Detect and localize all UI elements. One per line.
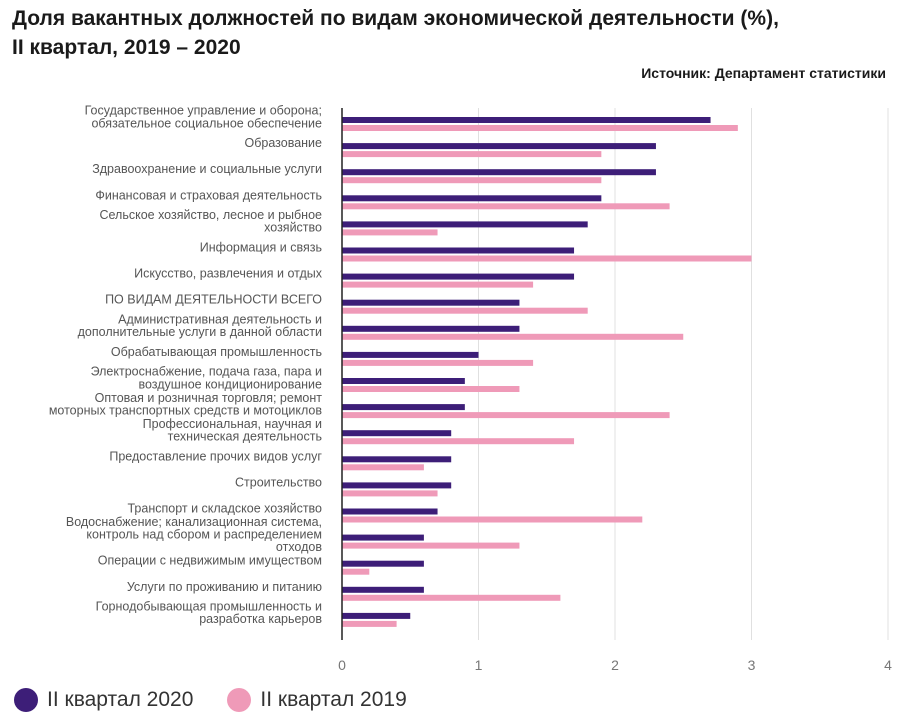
bar-2019-12 [342,438,575,445]
category-label-11: Оптовая и розничная торговля; ремонт мото… [49,391,323,418]
category-label-13: Предоставление прочих видов услуг [109,449,322,463]
bar-2019-4 [342,229,438,236]
bar-2019-11 [342,412,670,419]
category-label-4: Сельское хозяйство, лесное и рыбное хозяй… [99,208,322,235]
category-label-8: Административная деятельность и дополните… [78,313,322,340]
bar-2020-3 [342,195,602,202]
bar-2019-17 [342,568,370,575]
category-label-10: Электроснабжение, подача газа, пара и воз… [91,365,322,392]
category-label-5: Информация и связь [200,241,322,255]
bar-2019-1 [342,151,602,158]
category-label-12: Профессиональная, научная и техническая д… [143,417,322,444]
bar-2020-12 [342,430,452,437]
bar-2019-7 [342,307,588,314]
category-label-9: Обрабатывающая промышленность [111,345,322,359]
bar-2020-16 [342,534,424,541]
bar-2020-15 [342,508,438,515]
category-label-14: Строительство [235,475,322,489]
category-label-2: Здравоохранение и социальные услуги [92,162,322,176]
legend-label-2020: II квартал 2020 [47,688,194,711]
bar-2019-5 [342,255,752,262]
bar-2020-13 [342,456,452,463]
chart-title-line-1: Доля вакантных должностей по видам эконо… [12,7,779,30]
bar-2019-3 [342,203,670,210]
legend-swatch-2019 [227,688,252,712]
bar-2020-14 [342,482,452,489]
chart-title-line-2: II квартал, 2019 – 2020 [12,36,241,59]
bar-2019-2 [342,177,602,184]
category-label-7: ПО ВИДАМ ДЕЯТЕЛЬНОСТИ ВСЕГО [105,293,322,307]
bar-2020-19 [342,612,411,619]
x-tick-label-0: 0 [338,657,346,673]
category-label-16: Водоснабжение; канализационная система, к… [66,515,322,554]
bar-2019-15 [342,516,643,523]
bar-2020-0 [342,117,711,123]
category-label-0: Государственное управление и оборона; обя… [85,104,322,131]
x-tick-label-1: 1 [475,657,483,673]
category-label-3: Финансовая и страховая деятельность [95,188,322,202]
category-label-18: Услуги по проживанию и питанию [127,580,322,594]
bar-2020-6 [342,273,575,280]
bar-2019-13 [342,464,424,471]
bar-2020-8 [342,325,520,332]
bar-2019-19 [342,620,397,627]
bar-2019-6 [342,281,534,288]
bar-chart: 0 1 2 3 4 Государственное управление и оборон… [49,104,892,673]
x-tick-label-3: 3 [748,657,756,673]
bar-2019-14 [342,490,438,497]
legend-item-2020: II квартал 2020 [14,688,193,712]
x-tick-label-2: 2 [611,657,619,673]
legend-swatch-2020 [14,688,38,712]
bar-2020-2 [342,169,656,176]
bar-2020-1 [342,143,656,150]
bar-2020-9 [342,351,479,358]
category-label-19: Горнодобывающая промышленность и разработ… [96,600,323,627]
bar-2019-10 [342,386,520,392]
category-label-17: Операции с недвижимым имуществом [98,554,322,568]
x-tick-label-4: 4 [884,657,892,673]
bar-2019-16 [342,542,520,549]
category-label-15: Транспорт и складское хозяйство [127,502,322,516]
bar-2019-18 [342,594,561,601]
bar-2020-7 [342,299,520,306]
category-label-1: Образование [245,136,323,150]
chart-legend: II квартал 2020 II квартал 2019 [14,688,441,712]
bar-2019-0 [342,125,738,131]
category-label-6: Искусство, развлечения и отдых [134,267,323,281]
legend-label-2019: II квартал 2019 [260,688,407,711]
bar-2020-18 [342,586,424,593]
legend-item-2019: II квартал 2019 [227,688,407,712]
source-note: Источник: Департамент статистики [641,65,886,81]
bar-2020-5 [342,247,575,254]
bar-2019-8 [342,333,684,340]
bar-2020-10 [342,378,465,384]
bar-2020-17 [342,560,424,567]
bar-2020-11 [342,404,465,411]
chart-title: Доля вакантных должностей по видам эконо… [12,4,892,62]
bar-2019-9 [342,359,534,366]
bar-2020-4 [342,221,588,228]
